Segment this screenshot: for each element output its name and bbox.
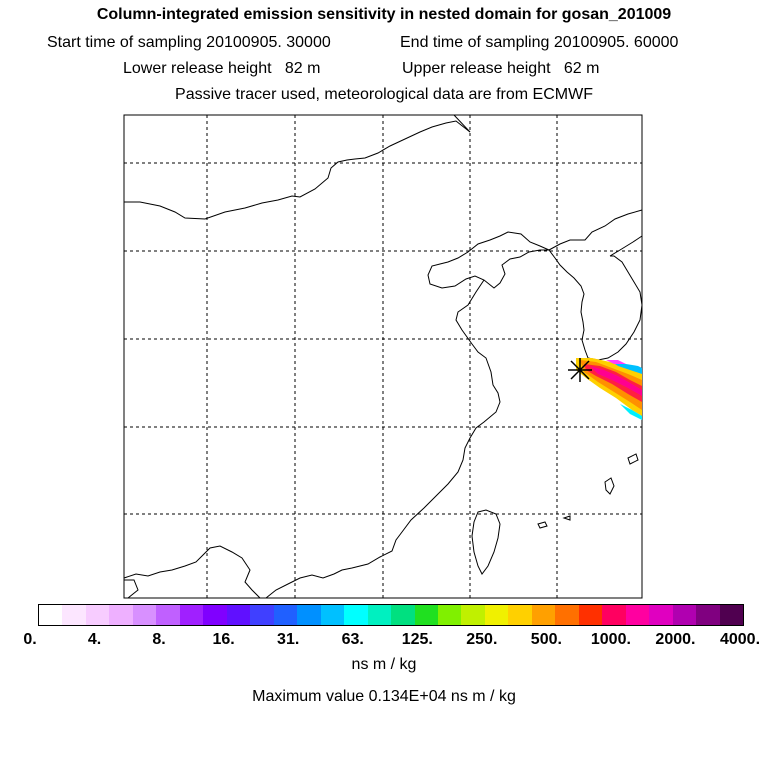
plot-title: Column-integrated emission sensitivity i…	[96, 6, 672, 23]
plume-edge-magenta	[606, 360, 626, 364]
colorbar-swatch	[344, 605, 368, 625]
colorbar-tick-label: 1000.	[590, 631, 631, 648]
colorbar-tick-label: 8.	[152, 631, 166, 648]
bohai-coast	[427, 231, 550, 289]
maximum-value-label: Maximum value 0.134E+04 ns m / kg	[252, 688, 516, 705]
colorbar-swatch	[649, 605, 673, 625]
colorbar-swatch	[414, 605, 438, 625]
colorbar-swatch	[85, 605, 110, 625]
plume-edge-cyan	[612, 362, 642, 374]
colorbar-swatch	[203, 605, 227, 625]
colorbar-swatch	[602, 605, 626, 625]
colorbar-tick-label: 31.	[277, 631, 300, 648]
colorbar-swatch	[672, 605, 697, 625]
lat-lon-grid	[124, 115, 642, 598]
plume-peak	[590, 366, 642, 396]
end-time-label: End time of sampling 20100905. 60000	[400, 34, 679, 51]
colorbar-tick-label: 4.	[87, 631, 102, 648]
colorbar-tick-label: 4000.	[719, 631, 761, 648]
vietnam-border	[123, 545, 261, 599]
colorbar-swatch	[250, 605, 274, 625]
plume-edge-blue	[620, 404, 642, 420]
colorbar-swatch	[391, 605, 415, 625]
border-segment	[453, 114, 471, 133]
northeast-border	[548, 209, 643, 251]
colorbar-tick-label: 0.	[23, 631, 37, 648]
colorbar-tick-label: 250.	[466, 631, 498, 648]
colorbar-swatch	[179, 605, 204, 625]
colorbar-tick-label: 63.	[341, 631, 364, 648]
colorbar-swatch	[555, 605, 579, 625]
colorbar-swatch	[531, 605, 556, 625]
colorbar-swatch	[62, 605, 86, 625]
southwest-border	[123, 579, 139, 599]
okinawa-island	[604, 477, 615, 495]
upper-release-label: Upper release height 62 m	[402, 60, 600, 77]
colorbar-swatch	[625, 605, 650, 625]
colorbar-units: ns m / kg	[351, 656, 417, 673]
small-island	[537, 521, 548, 529]
release-site-marker	[568, 358, 592, 382]
colorbar-swatch	[109, 605, 133, 625]
colorbar-swatch	[320, 605, 345, 625]
colorbar-tick-label: 500.	[530, 631, 562, 648]
colorbar-swatch	[437, 605, 462, 625]
colorbar-swatch	[719, 605, 744, 625]
colorbar-swatch	[297, 605, 321, 625]
colorbar-swatch	[273, 605, 298, 625]
colorbar-swatch	[696, 605, 720, 625]
mongolia-border	[124, 120, 471, 220]
start-time-label: Start time of sampling 20100905. 30000	[47, 34, 331, 51]
ryukyu-island	[627, 453, 639, 465]
taiwan-island	[471, 509, 501, 575]
small-island	[562, 515, 571, 521]
colorbar	[38, 604, 744, 626]
colorbar-swatch	[226, 605, 251, 625]
colorbar-tick-label: 125.	[401, 631, 433, 648]
colorbar-tick-label: 16.	[212, 631, 235, 648]
colorbar-swatch	[156, 605, 180, 625]
colorbar-swatch	[132, 605, 157, 625]
colorbar-swatch	[367, 605, 392, 625]
colorbar-swatch	[484, 605, 509, 625]
colorbar-swatch	[508, 605, 532, 625]
marker-stroke	[570, 360, 590, 380]
colorbar-swatch	[461, 605, 485, 625]
china-east-coast	[265, 279, 501, 599]
lower-release-label: Lower release height 82 m	[123, 60, 321, 77]
colorbar-swatch	[39, 605, 63, 625]
colorbar-tick-label: 2000.	[655, 631, 696, 648]
tracer-info: Passive tracer used, meteorological data…	[175, 86, 593, 103]
colorbar-swatch	[578, 605, 603, 625]
korea-border	[609, 235, 643, 257]
korean-peninsula-coast	[548, 249, 643, 361]
emission-sensitivity-plume	[576, 358, 642, 420]
